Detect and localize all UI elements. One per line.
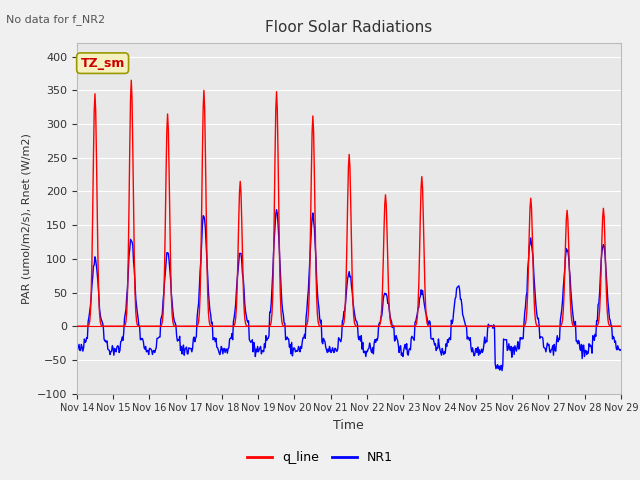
Text: No data for f_NR2: No data for f_NR2: [6, 14, 106, 25]
Title: Floor Solar Radiations: Floor Solar Radiations: [265, 20, 433, 35]
Text: TZ_sm: TZ_sm: [81, 57, 125, 70]
Y-axis label: PAR (umol/m2/s), Rnet (W/m2): PAR (umol/m2/s), Rnet (W/m2): [21, 133, 31, 304]
Legend: q_line, NR1: q_line, NR1: [243, 446, 397, 469]
X-axis label: Time: Time: [333, 419, 364, 432]
